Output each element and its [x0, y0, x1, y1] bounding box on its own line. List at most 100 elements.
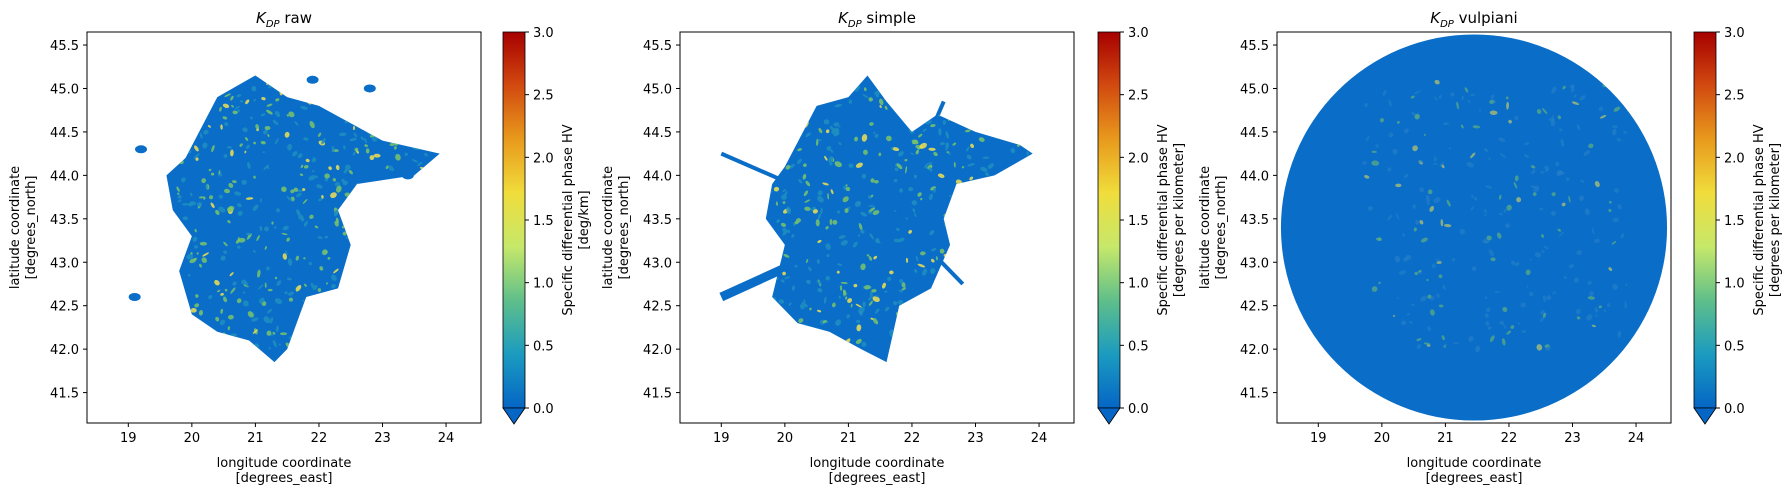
isolated-echo [401, 171, 414, 180]
colorbar: 0.0 0.5 1.0 1.5 2.0 2.5 3.0 Specific differenti… [1693, 26, 1783, 425]
y-tick-label: 42.0 [643, 343, 672, 358]
y-tick-label: 44.5 [50, 126, 79, 141]
colorbar-label: Specific differential phase HV [1752, 124, 1767, 315]
colorbar-label: Specific differential phase HV [1156, 124, 1171, 315]
y-tick-label: 45.5 [50, 39, 79, 54]
colorbar-tick-label: 2.5 [533, 89, 554, 104]
y-tick-label: 43.5 [50, 213, 79, 228]
colorbar-tick-label: 3.0 [533, 26, 554, 41]
echo-region [765, 75, 1033, 363]
y-axis-label: [degrees_north] [1214, 176, 1229, 280]
colorbar-tick-label: 2.0 [1724, 151, 1745, 166]
axes-frame [1276, 31, 1672, 424]
x-tick-label: 19 [120, 431, 137, 446]
y-tick-label: 44.5 [643, 126, 672, 141]
colorbar-label: [degrees per kilometer] [1768, 143, 1783, 297]
x-tick-label: 19 [1310, 431, 1327, 446]
title-symbol: K [838, 9, 849, 27]
y-tick-label: 41.5 [50, 387, 79, 402]
y-tick-label: 45.0 [643, 82, 672, 97]
x-tick-label: 20 [777, 431, 794, 446]
colorbar-extend-min [502, 407, 526, 425]
radial-spoke [720, 151, 793, 186]
isolated-echo [128, 293, 141, 302]
y-axis-label: latitude coordinate [601, 166, 616, 289]
y-tick-label: 41.5 [1240, 387, 1269, 402]
chart-panel-1: 19 20 21 22 23 24 41.5 42.0 42.5 43.0 43.5 44.0 44.5… [8, 9, 592, 486]
colorbar: 0.0 0.5 1.0 1.5 2.0 2.5 3.0 Specific differenti… [502, 26, 592, 425]
axes-frame [86, 31, 482, 424]
x-tick-label: 22 [1501, 431, 1518, 446]
title-suffix: vulpiani [1454, 9, 1518, 27]
isolated-echo [363, 84, 376, 93]
x-tick-label: 24 [438, 431, 455, 446]
x-tick-label: 22 [311, 431, 328, 446]
colorbar-tick-label: 2.5 [1128, 89, 1149, 104]
y-tick-label: 44.5 [1240, 126, 1269, 141]
colorbar-tick-label: 0.5 [533, 339, 554, 354]
y-tick-label: 45.5 [1240, 39, 1269, 54]
x-axis-label: longitude coordinate [810, 456, 945, 471]
chart-title: KDP vulpiani [1430, 9, 1517, 30]
colorbar: 0.0 0.5 1.0 1.5 2.0 2.5 3.0 Specific differenti… [1097, 26, 1187, 425]
colorbar-tick-label: 3.0 [1128, 26, 1149, 41]
y-tick-label: 43.0 [1240, 256, 1269, 271]
x-axis-label: [degrees_east] [829, 471, 926, 486]
y-tick-label: 42.5 [643, 300, 672, 315]
colorbar-tick-label: 2.0 [1128, 151, 1149, 166]
y-axis-label: latitude coordinate [1198, 166, 1213, 289]
y-tick-label: 45.0 [50, 82, 79, 97]
x-axis-label: longitude coordinate [1407, 456, 1542, 471]
radial-spoke [923, 243, 965, 286]
x-tick-label: 21 [840, 431, 857, 446]
x-tick-label: 23 [374, 431, 391, 446]
colorbar-tick-label: 1.0 [1128, 277, 1149, 292]
colorbar-tick-label: 1.5 [1128, 214, 1149, 229]
axes-frame [679, 31, 1075, 424]
title-suffix: raw [280, 9, 312, 27]
title-subscript: DP [1440, 19, 1455, 30]
x-tick-label: 21 [1437, 431, 1454, 446]
x-axis-label: [degrees_east] [236, 471, 333, 486]
radial-spoke [719, 249, 819, 302]
title-symbol: K [1430, 9, 1441, 27]
x-tick-label: 19 [713, 431, 730, 446]
y-tick-label: 42.5 [50, 300, 79, 315]
radar-disk [1280, 34, 1668, 421]
chart-panel-3: 19 20 21 22 23 24 41.5 42.0 42.5 43.0 43.5 44.0 44.5… [1198, 9, 1783, 486]
colorbar-gradient [1097, 31, 1121, 409]
colorbar-tick-label: 0.5 [1128, 339, 1149, 354]
colorbar-tick-label: 2.5 [1724, 89, 1745, 104]
colorbar-label: Specific differential phase HV [561, 124, 576, 315]
chart-title: KDP simple [838, 9, 916, 30]
y-tick-label: 42.5 [1240, 300, 1269, 315]
y-axis-label: [degrees_north] [24, 176, 39, 280]
colorbar-tick-label: 1.5 [1724, 214, 1745, 229]
y-tick-label: 43.0 [643, 256, 672, 271]
colorbar-label: [deg/km] [577, 190, 592, 249]
x-tick-label: 23 [1564, 431, 1581, 446]
colorbar-label: [degrees per kilometer] [1172, 143, 1187, 297]
x-tick-label: 21 [247, 431, 264, 446]
colorbar-tick-label: 1.0 [1724, 277, 1745, 292]
plot-area [128, 75, 440, 363]
plot-area [1280, 34, 1668, 421]
plot-area [719, 75, 1033, 363]
x-tick-label: 22 [904, 431, 921, 446]
colorbar-tick-label: 2.0 [533, 151, 554, 166]
title-suffix: simple [862, 9, 916, 27]
x-tick-label: 24 [1031, 431, 1048, 446]
title-subscript: DP [266, 19, 281, 30]
y-axis-label: [degrees_north] [617, 176, 632, 280]
x-axis-label: [degrees_east] [1426, 471, 1523, 486]
x-tick-label: 24 [1628, 431, 1645, 446]
x-tick-label: 23 [967, 431, 984, 446]
y-axis-label: latitude coordinate [8, 166, 23, 289]
colorbar-tick-label: 0.0 [1128, 402, 1149, 417]
colorbar-tick-label: 0.5 [1724, 339, 1745, 354]
y-tick-label: 43.5 [643, 213, 672, 228]
y-tick-label: 44.0 [643, 169, 672, 184]
y-tick-label: 42.0 [1240, 343, 1269, 358]
y-tick-label: 41.5 [643, 387, 672, 402]
